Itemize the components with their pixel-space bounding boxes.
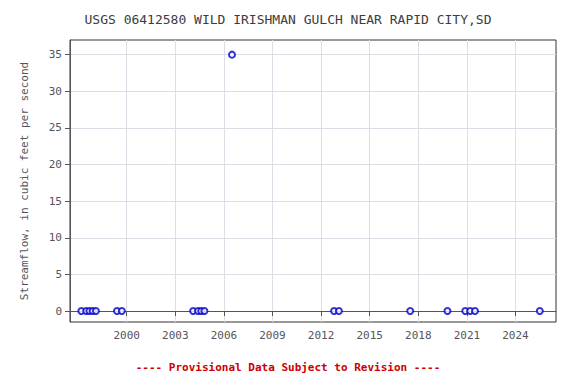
svg-text:2018: 2018 xyxy=(405,329,432,342)
svg-text:2024: 2024 xyxy=(502,329,529,342)
svg-text:5: 5 xyxy=(55,268,62,281)
svg-text:10: 10 xyxy=(49,231,62,244)
svg-text:35: 35 xyxy=(49,48,62,61)
svg-text:---- Provisional Data Subject: ---- Provisional Data Subject to Revisio… xyxy=(136,361,441,374)
svg-text:Streamflow, in cubic feet per: Streamflow, in cubic feet per second xyxy=(18,62,31,300)
svg-text:2021: 2021 xyxy=(454,329,481,342)
svg-text:2003: 2003 xyxy=(162,329,189,342)
svg-text:15: 15 xyxy=(49,195,62,208)
svg-text:0: 0 xyxy=(55,305,62,318)
svg-text:20: 20 xyxy=(49,158,62,171)
svg-text:30: 30 xyxy=(49,85,62,98)
svg-text:USGS 06412580 WILD IRISHMAN GU: USGS 06412580 WILD IRISHMAN GULCH NEAR R… xyxy=(85,12,492,27)
svg-text:2012: 2012 xyxy=(308,329,335,342)
svg-text:2015: 2015 xyxy=(356,329,383,342)
svg-text:2006: 2006 xyxy=(211,329,238,342)
svg-text:2009: 2009 xyxy=(259,329,286,342)
svg-text:2000: 2000 xyxy=(113,329,140,342)
svg-text:25: 25 xyxy=(49,121,62,134)
